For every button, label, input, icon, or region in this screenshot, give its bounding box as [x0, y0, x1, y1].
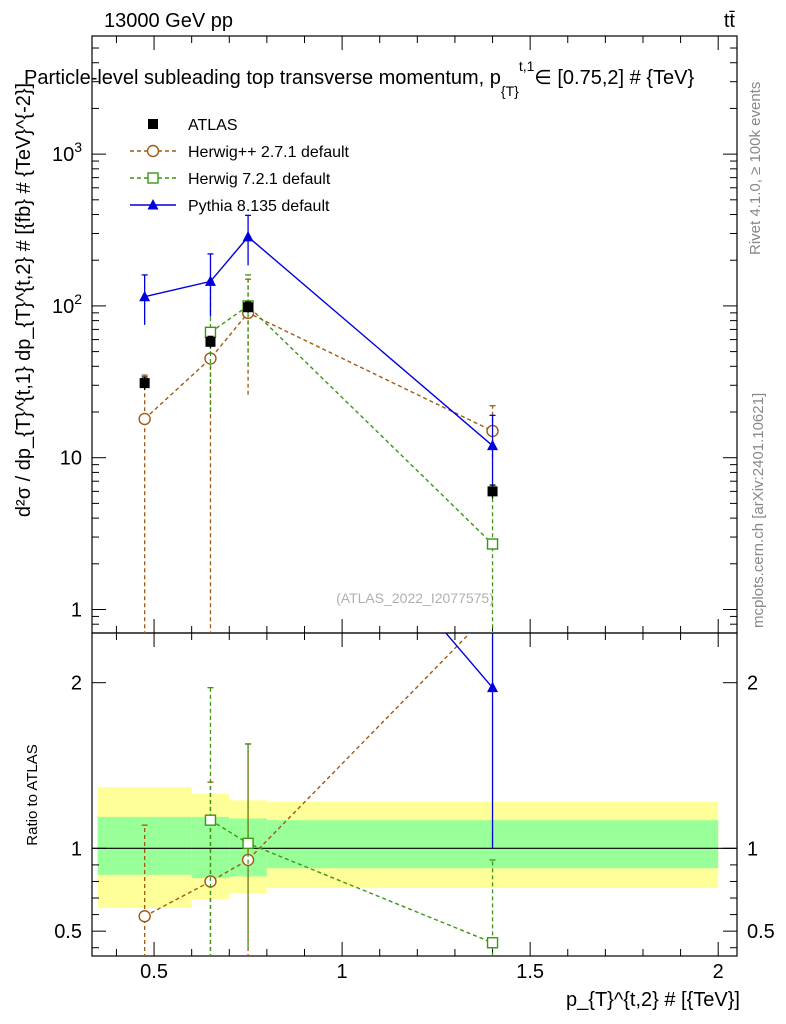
data-point — [486, 538, 499, 550]
ratio-y-axis-label: Ratio to ATLAS — [24, 744, 41, 845]
legend-label: Pythia 8.135 default — [188, 198, 330, 215]
series-line — [144, 235, 493, 447]
mcplots-label: mcplots.cern.ch [arXiv:2401.10621] — [750, 393, 767, 628]
inner-band-bin — [191, 816, 230, 879]
data-point — [204, 275, 216, 286]
legend: ATLAS Herwig++ 2.7.1 default Herwig 7.2.1 … — [130, 117, 350, 215]
data-point — [205, 336, 216, 347]
main-y-tick-label: 102 — [52, 291, 82, 318]
ratio-bands — [97, 787, 719, 908]
title-range: ∈ [0.75,2] # {TeV} — [534, 67, 694, 89]
data-point — [138, 412, 151, 426]
ratio-y-tick-label-right: 0.5 — [747, 921, 775, 943]
ratio-data-point — [487, 681, 499, 693]
series-pythia-8-135-default — [139, 214, 499, 492]
legend-label: ATLAS — [188, 117, 238, 134]
ratio-series-pythia-8-135-default — [444, 633, 499, 849]
ratio-data-point — [242, 837, 254, 850]
ratio-series-line — [144, 633, 471, 917]
series-herwig-7-2-1-default — [204, 274, 499, 633]
legend-marker — [148, 119, 158, 129]
title-main: Particle-level subleading top transverse… — [24, 67, 501, 89]
analysis-watermark: (ATLAS_2022_I2077575) — [336, 590, 494, 606]
process-label: tt̄ — [724, 10, 736, 32]
series-atlas — [139, 301, 498, 499]
x-tick-label: 2 — [713, 961, 724, 983]
ratio-y-tick-label-right: 1 — [747, 838, 758, 860]
legend-entry: Herwig 7.2.1 default — [130, 171, 331, 188]
ratio-frame — [91, 632, 738, 957]
data-point — [487, 439, 499, 451]
ratio-y-tick-label: 1 — [71, 838, 82, 860]
legend-label: Herwig++ 2.7.1 default — [188, 144, 350, 161]
ratio-data-point — [486, 937, 499, 949]
plot-title: Particle-level subleading top transverse… — [24, 58, 694, 99]
ratio-y-tick-label: 2 — [71, 673, 82, 695]
ratio-series-herwig-7-2-1-default — [204, 687, 499, 956]
legend-marker — [147, 199, 159, 210]
main-y-tick-label: 103 — [52, 139, 82, 166]
main-y-tick-label: 10 — [60, 448, 82, 470]
ratio-data-point — [204, 814, 217, 826]
main-axes: 1 10 102 103 — [52, 35, 737, 634]
ratio-y-tick-label: 0.5 — [54, 921, 82, 943]
x-tick-label: 1.5 — [516, 961, 544, 983]
x-tick-label: 1 — [337, 961, 348, 983]
ratio-data — [138, 633, 499, 956]
data-point — [139, 378, 150, 389]
legend-entry: ATLAS — [148, 117, 238, 134]
data-point — [243, 302, 254, 313]
title-subscript: {T} — [501, 83, 519, 99]
series-line — [144, 311, 493, 432]
energy-label: 13000 GeV pp — [104, 10, 233, 32]
series-herwig-2-7-1-default — [138, 278, 499, 633]
legend-entry: Herwig++ 2.7.1 default — [130, 144, 350, 161]
x-tick-label: 0.5 — [140, 961, 168, 983]
main-y-tick-label: 1 — [71, 599, 82, 621]
legend-entry: Pythia 8.135 default — [130, 198, 330, 215]
data-point — [487, 486, 498, 497]
ratio-y-tick-label-right: 2 — [747, 673, 758, 695]
title-superscript: t,1 — [519, 58, 535, 74]
legend-marker — [146, 144, 160, 158]
main-y-axis-label: d²σ / dp_{T}^{t,1} dp_{T}^{t,2} # [{fb} … — [13, 83, 35, 517]
legend-label: Herwig 7.2.1 default — [188, 171, 331, 188]
data-point — [139, 290, 151, 302]
rivet-label: Rivet 4.1.0, ≥ 100k events — [747, 82, 764, 255]
main-data — [138, 214, 499, 633]
ratio-series-line — [444, 633, 494, 689]
x-axis-label: p_{T}^{t,2} # [{TeV}] — [566, 989, 740, 1011]
legend-marker — [147, 172, 159, 184]
series-line — [210, 305, 494, 545]
ratio-data-point — [138, 910, 151, 923]
data-point — [242, 230, 254, 242]
